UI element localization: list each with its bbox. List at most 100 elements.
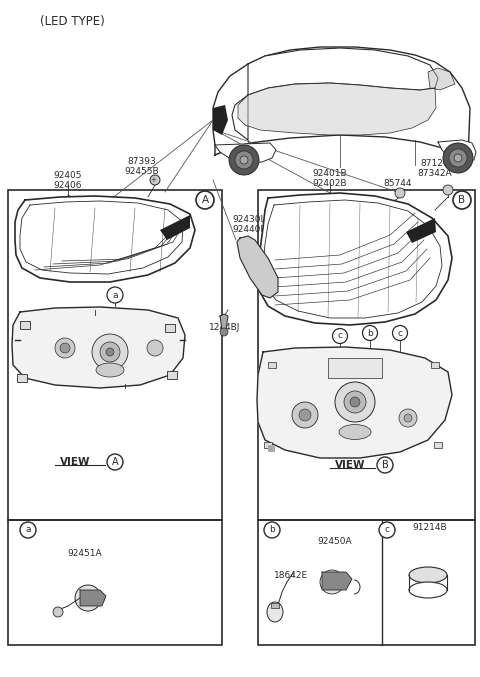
Polygon shape xyxy=(215,143,276,163)
Text: a: a xyxy=(112,290,118,299)
Circle shape xyxy=(53,607,63,617)
Bar xyxy=(328,358,382,378)
Ellipse shape xyxy=(409,567,447,583)
Ellipse shape xyxy=(96,363,124,377)
Bar xyxy=(17,374,27,382)
Bar xyxy=(165,324,175,332)
Text: 85744: 85744 xyxy=(384,179,412,188)
Text: A: A xyxy=(202,195,209,205)
Bar xyxy=(8,520,222,645)
Text: (LED TYPE): (LED TYPE) xyxy=(40,15,105,28)
Circle shape xyxy=(60,343,70,353)
Text: c: c xyxy=(337,332,343,341)
Text: 87393: 87393 xyxy=(128,158,156,167)
Circle shape xyxy=(399,409,417,427)
Text: 92430L: 92430L xyxy=(232,215,265,225)
Text: 91214B: 91214B xyxy=(413,523,447,531)
Circle shape xyxy=(81,591,95,605)
Circle shape xyxy=(235,151,253,169)
Circle shape xyxy=(20,522,36,538)
Polygon shape xyxy=(15,196,195,282)
Circle shape xyxy=(443,185,453,195)
Polygon shape xyxy=(213,47,470,158)
Circle shape xyxy=(100,342,120,362)
Bar xyxy=(268,362,276,368)
Text: 92450A: 92450A xyxy=(318,538,352,546)
Polygon shape xyxy=(80,590,106,606)
Polygon shape xyxy=(322,572,352,590)
Bar xyxy=(8,190,222,520)
Ellipse shape xyxy=(267,602,283,622)
Circle shape xyxy=(395,188,405,198)
Bar xyxy=(167,371,177,379)
Polygon shape xyxy=(406,218,436,243)
Circle shape xyxy=(150,175,160,185)
Polygon shape xyxy=(232,48,438,140)
Polygon shape xyxy=(438,140,476,162)
Polygon shape xyxy=(213,105,228,135)
Bar xyxy=(431,362,439,368)
Text: 1244BJ: 1244BJ xyxy=(209,324,240,332)
Text: 92406: 92406 xyxy=(54,181,82,190)
Polygon shape xyxy=(160,215,190,240)
Text: +: + xyxy=(150,177,156,183)
Text: B: B xyxy=(458,195,466,205)
Circle shape xyxy=(333,328,348,343)
Ellipse shape xyxy=(339,424,371,439)
Text: 87342A: 87342A xyxy=(418,169,452,177)
Circle shape xyxy=(292,402,318,428)
Polygon shape xyxy=(12,307,185,388)
Circle shape xyxy=(393,326,408,341)
Circle shape xyxy=(106,348,114,356)
Text: 92401B: 92401B xyxy=(312,169,348,177)
Text: a: a xyxy=(25,525,31,535)
Bar xyxy=(434,442,442,448)
Text: A: A xyxy=(112,457,118,467)
Circle shape xyxy=(377,457,393,473)
Text: 92440R: 92440R xyxy=(232,225,266,234)
Circle shape xyxy=(107,287,123,303)
Circle shape xyxy=(379,522,395,538)
Bar xyxy=(271,603,279,608)
Text: b: b xyxy=(269,525,275,535)
Circle shape xyxy=(55,338,75,358)
Bar xyxy=(264,442,272,448)
Text: 92402B: 92402B xyxy=(313,179,347,188)
Circle shape xyxy=(299,409,311,421)
Circle shape xyxy=(335,382,375,422)
Circle shape xyxy=(443,143,473,173)
Circle shape xyxy=(362,326,377,341)
Circle shape xyxy=(147,340,163,356)
Text: 18642E: 18642E xyxy=(274,571,308,580)
Circle shape xyxy=(449,149,467,167)
Circle shape xyxy=(326,576,338,588)
Circle shape xyxy=(344,391,366,413)
Circle shape xyxy=(229,145,259,175)
Ellipse shape xyxy=(409,582,447,598)
Circle shape xyxy=(404,414,412,422)
Circle shape xyxy=(453,191,471,209)
Polygon shape xyxy=(428,68,455,90)
Polygon shape xyxy=(258,193,452,325)
Circle shape xyxy=(264,522,280,538)
Polygon shape xyxy=(238,83,436,135)
Text: 92455B: 92455B xyxy=(125,167,159,177)
Text: 87126: 87126 xyxy=(420,158,449,167)
Polygon shape xyxy=(220,314,228,330)
Text: VIEW: VIEW xyxy=(335,460,365,470)
Text: VIEW: VIEW xyxy=(60,457,90,467)
Text: c: c xyxy=(384,525,389,535)
Bar xyxy=(258,520,475,645)
Circle shape xyxy=(75,585,101,611)
Bar xyxy=(258,190,475,520)
Polygon shape xyxy=(268,445,275,452)
Circle shape xyxy=(220,328,228,336)
Polygon shape xyxy=(237,236,278,298)
Bar xyxy=(20,321,30,329)
Circle shape xyxy=(320,570,344,594)
Circle shape xyxy=(350,397,360,407)
Circle shape xyxy=(107,454,123,470)
Polygon shape xyxy=(257,347,452,458)
Circle shape xyxy=(196,191,214,209)
Text: 92451A: 92451A xyxy=(68,548,102,557)
